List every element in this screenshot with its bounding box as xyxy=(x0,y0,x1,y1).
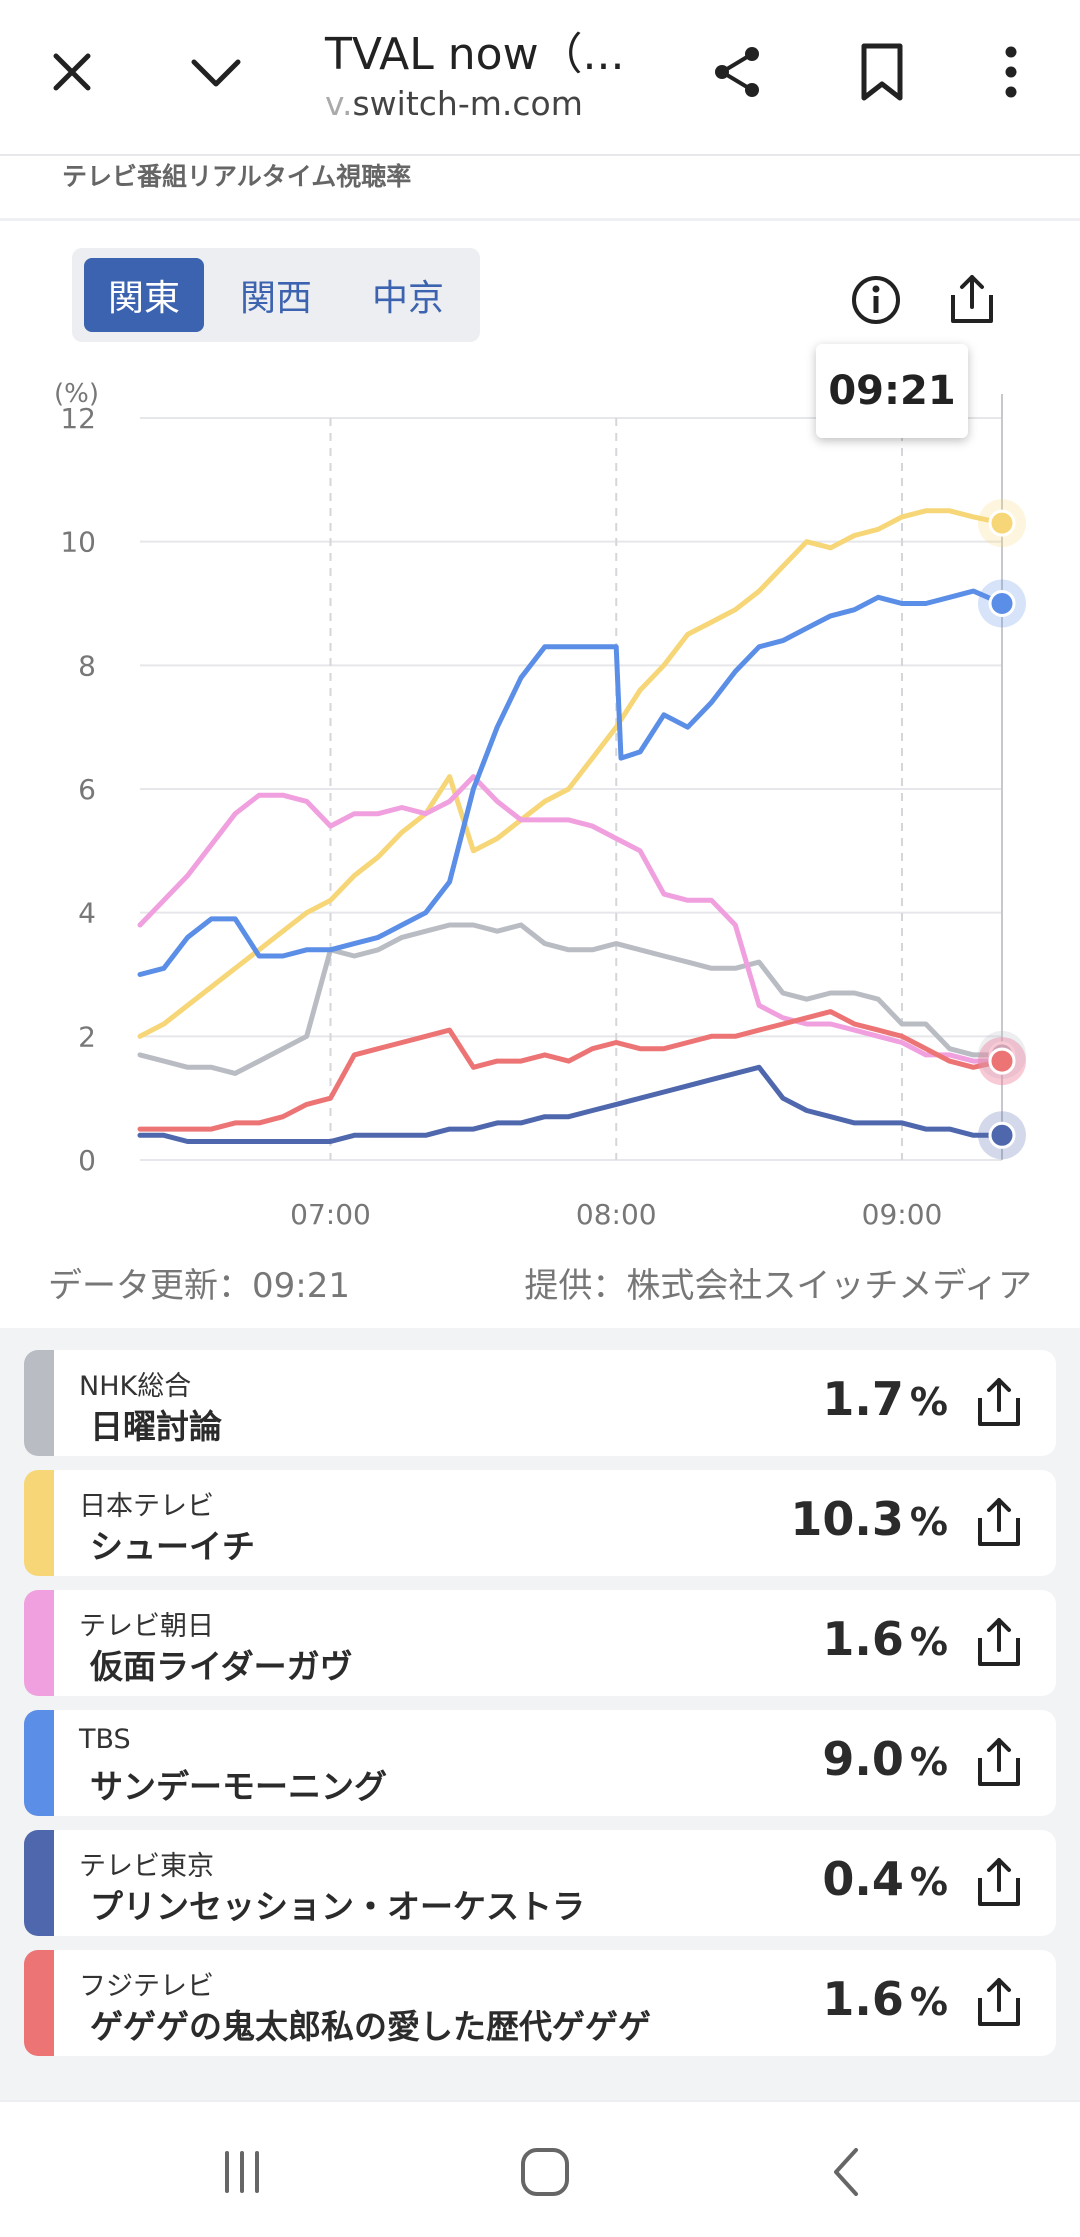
rating-number: 9.0 xyxy=(822,1732,904,1786)
y-unit-label: (%) xyxy=(54,379,99,409)
channel-color-bar xyxy=(24,1710,54,1816)
y-tick-label: 10 xyxy=(60,526,96,559)
page-subtitle: テレビ番組リアルタイム視聴率 xyxy=(62,162,412,191)
program-card-tv-tokyo[interactable]: テレビ東京 プリンセッション・オーケストラ 0.4% xyxy=(24,1830,1056,1936)
url-prefix: v. xyxy=(325,84,353,123)
chevron-down-icon[interactable] xyxy=(180,36,252,108)
series-line xyxy=(137,922,1005,1076)
browser-top-bar: TVAL now（... v.switch-m.com xyxy=(0,0,1080,156)
rating-value: 1.6% xyxy=(822,1972,948,2026)
rating-unit: % xyxy=(909,1380,948,1424)
rating-number: 1.6 xyxy=(822,1972,904,2026)
channel-color-bar xyxy=(24,1350,54,1456)
series-marker xyxy=(988,590,1016,617)
y-tick-label: 2 xyxy=(78,1020,96,1053)
channel-name: NHK総合 xyxy=(79,1371,192,1402)
share-icon[interactable] xyxy=(972,1856,1026,1910)
rating-value: 1.6% xyxy=(822,1612,948,1666)
rating-unit: % xyxy=(909,1500,948,1544)
program-title: サンデーモーニング xyxy=(90,1767,387,1806)
share-icon[interactable] xyxy=(972,1976,1026,2030)
y-tick-label: 6 xyxy=(78,773,96,806)
rating-value: 10.3% xyxy=(790,1492,948,1546)
region-selector: 関東 関西 中京 xyxy=(72,248,480,342)
rating-unit: % xyxy=(909,1980,948,2024)
ratings-line-chart[interactable]: 0 2 4 6 8 10 12(%) 07:00 08:00 09:00 xyxy=(0,360,1080,1260)
program-card-nhk[interactable]: NHK総合 日曜討論 1.7% xyxy=(24,1350,1056,1456)
more-vert-icon[interactable] xyxy=(975,36,1047,108)
y-tick-label: 4 xyxy=(78,897,96,930)
channel-color-bar xyxy=(24,1830,54,1936)
program-list: NHK総合 日曜討論 1.7% 日本テレビ シューイチ 10.3% テレビ朝日 … xyxy=(0,1328,1080,2100)
rating-number: 1.6 xyxy=(822,1612,904,1666)
region-tab-chukyo[interactable]: 中京 xyxy=(371,278,444,319)
share-icon[interactable] xyxy=(972,1496,1026,1550)
rating-unit: % xyxy=(909,1740,948,1784)
y-tick-label: 8 xyxy=(78,649,96,682)
series-line xyxy=(137,1009,1005,1132)
system-nav-bar xyxy=(0,2100,1080,2237)
share-icon[interactable] xyxy=(972,1616,1026,1670)
series-line xyxy=(137,588,1005,977)
rating-unit: % xyxy=(909,1620,948,1664)
program-card-ntv[interactable]: 日本テレビ シューイチ 10.3% xyxy=(24,1470,1056,1576)
series-line xyxy=(137,508,1005,1039)
page-url[interactable]: v.switch-m.com xyxy=(325,84,583,123)
rating-value: 9.0% xyxy=(822,1732,948,1786)
program-card-tbs[interactable]: TBS サンデーモーニング 9.0% xyxy=(24,1710,1056,1816)
rating-number: 10.3 xyxy=(790,1492,904,1546)
y-tick-label: 12 xyxy=(60,402,96,435)
url-domain: switch-m.com xyxy=(352,84,583,123)
region-tab-kansai[interactable]: 関西 xyxy=(239,278,312,319)
series-marker xyxy=(988,1121,1016,1149)
channel-name: 日本テレビ xyxy=(79,1491,214,1522)
rating-number: 0.4 xyxy=(822,1852,904,1906)
channel-color-bar xyxy=(24,1950,54,2056)
program-title: シューイチ xyxy=(90,1527,255,1566)
rating-value: 0.4% xyxy=(822,1852,948,1906)
data-updated-label: データ更新：09:21 xyxy=(48,1266,350,1306)
channel-name: TBS xyxy=(79,1724,131,1755)
program-title: 日曜討論 xyxy=(90,1407,222,1446)
export-icon[interactable] xyxy=(942,270,1002,330)
series-marker xyxy=(988,509,1016,537)
channel-name: フジテレビ xyxy=(79,1971,214,2002)
x-tick-label: 09:00 xyxy=(862,1198,943,1231)
series-line xyxy=(137,774,1005,1064)
program-title: 仮面ライダーガヴ xyxy=(90,1647,353,1686)
bookmark-icon[interactable] xyxy=(846,36,918,108)
provider-label: 提供：株式会社スイッチメディア xyxy=(524,1266,1032,1306)
home-icon[interactable] xyxy=(505,2132,585,2212)
program-title: ゲゲゲの鬼太郎私の愛した歴代ゲゲゲ xyxy=(90,2007,651,2046)
divider xyxy=(0,218,1080,221)
share-icon[interactable] xyxy=(972,1736,1026,1790)
page-title[interactable]: TVAL now（... xyxy=(325,29,625,80)
y-tick-label: 0 xyxy=(78,1144,96,1177)
region-tab-kanto[interactable]: 関東 xyxy=(84,258,204,332)
channel-color-bar xyxy=(24,1470,54,1576)
program-card-fuji[interactable]: フジテレビ ゲゲゲの鬼太郎私の愛した歴代ゲゲゲ 1.6% xyxy=(24,1950,1056,2056)
rating-unit: % xyxy=(909,1860,948,1904)
program-title: プリンセッション・オーケストラ xyxy=(90,1887,585,1926)
channel-name: テレビ東京 xyxy=(79,1851,214,1882)
channel-name: テレビ朝日 xyxy=(79,1611,214,1642)
rating-number: 1.7 xyxy=(822,1372,904,1426)
close-icon[interactable] xyxy=(36,36,108,108)
x-tick-label: 07:00 xyxy=(290,1198,371,1231)
time-tooltip: 09:21 xyxy=(816,344,968,438)
series-marker xyxy=(988,1047,1016,1075)
share-icon[interactable] xyxy=(972,1376,1026,1430)
channel-color-bar xyxy=(24,1590,54,1696)
series-line xyxy=(137,1064,1005,1144)
program-card-tv-asahi[interactable]: テレビ朝日 仮面ライダーガヴ 1.6% xyxy=(24,1590,1056,1696)
back-icon[interactable] xyxy=(806,2132,886,2212)
recent-apps-icon[interactable] xyxy=(202,2132,282,2212)
share-icon[interactable] xyxy=(702,36,774,108)
info-icon[interactable] xyxy=(846,270,906,330)
x-tick-label: 08:00 xyxy=(576,1198,657,1231)
rating-value: 1.7% xyxy=(822,1372,948,1426)
